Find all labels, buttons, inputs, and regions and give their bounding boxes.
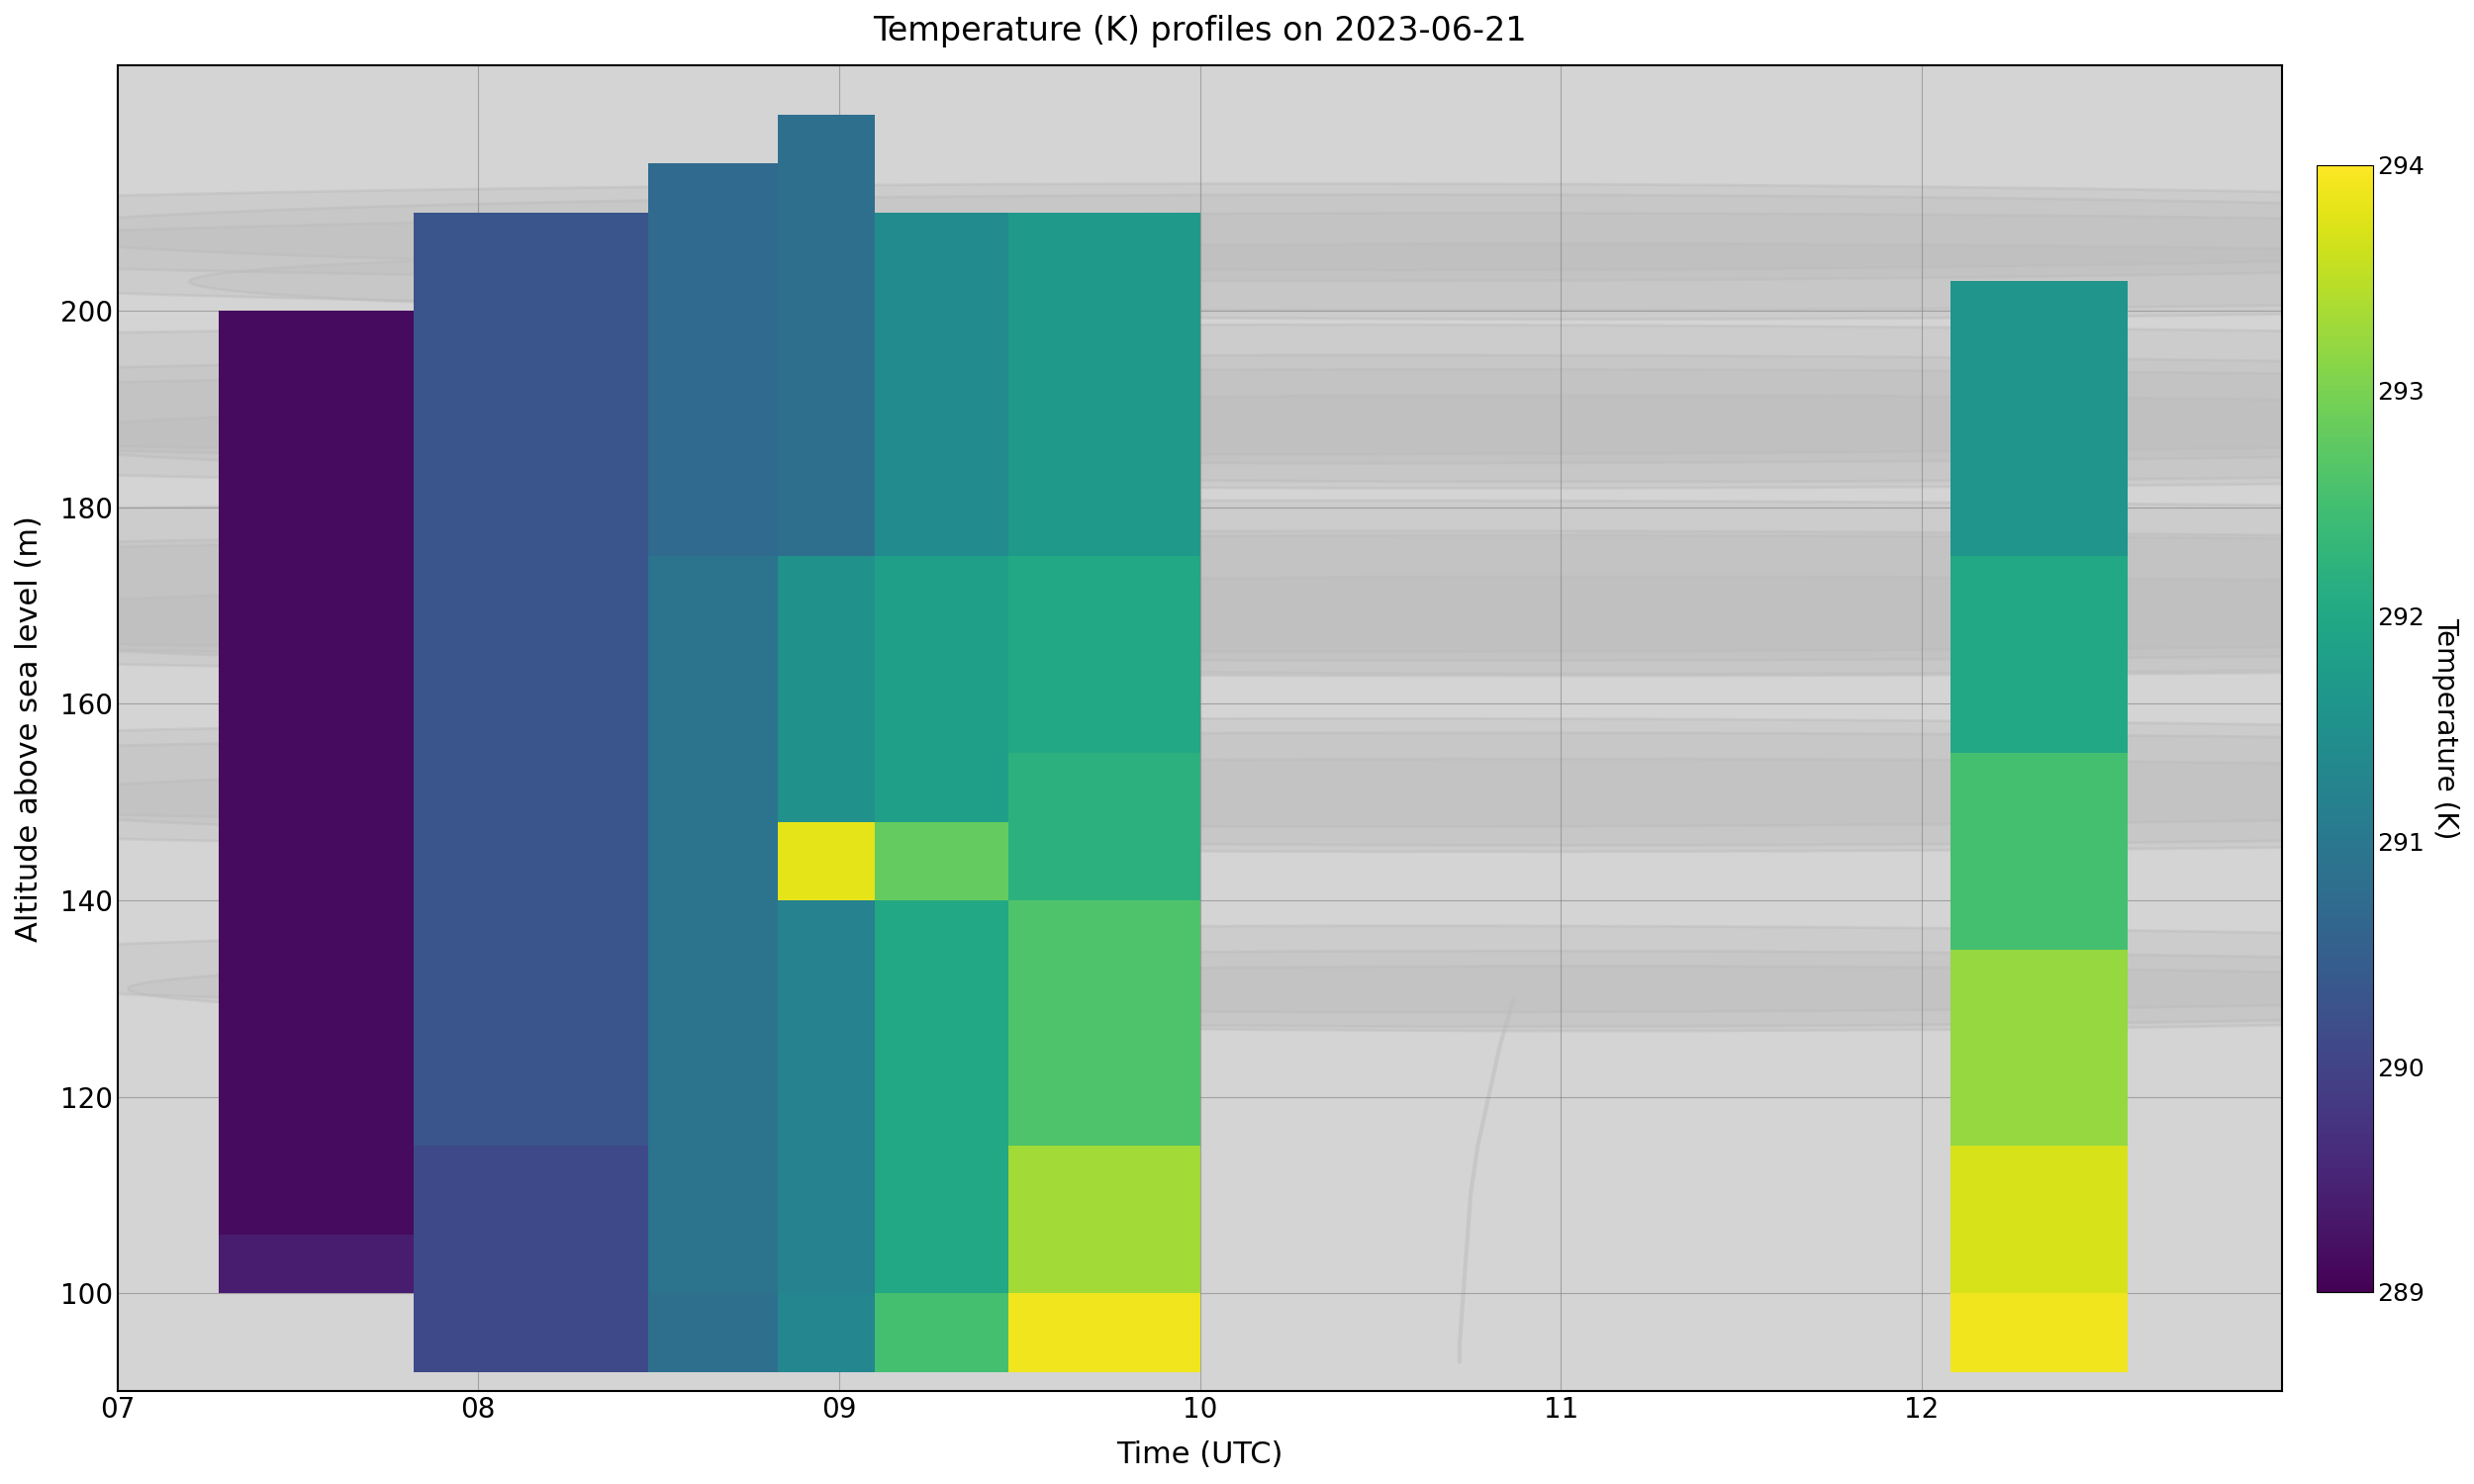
Circle shape [0, 325, 2474, 454]
Bar [777, 822, 876, 901]
Bar [777, 901, 876, 1293]
Circle shape [0, 758, 2474, 846]
Circle shape [0, 184, 2474, 280]
Bar [876, 556, 1009, 822]
Circle shape [0, 214, 2474, 310]
Circle shape [10, 194, 2474, 270]
Bar [777, 556, 876, 822]
Bar [1950, 1146, 2128, 1293]
Y-axis label: Temperature (K): Temperature (K) [2432, 617, 2459, 840]
Circle shape [0, 577, 2474, 674]
Bar [413, 1146, 648, 1371]
Bar [876, 212, 1009, 556]
Bar [876, 901, 1009, 1293]
Bar [1950, 950, 2128, 1146]
Bar [1950, 752, 2128, 950]
Circle shape [0, 355, 2474, 463]
Circle shape [0, 926, 2474, 1012]
Bar [777, 114, 876, 556]
Circle shape [129, 951, 2474, 1027]
Bar [648, 163, 777, 556]
Bar [1950, 282, 2128, 556]
Circle shape [406, 966, 2474, 1031]
Bar [1009, 752, 1200, 901]
Circle shape [0, 500, 2474, 651]
Bar [218, 310, 413, 1235]
Bar [648, 1293, 777, 1371]
Bar [648, 556, 777, 1293]
Bar [1009, 1293, 1200, 1371]
Bar [1950, 556, 2128, 752]
Bar [218, 1235, 413, 1293]
Bar [1009, 901, 1200, 1146]
Bar [777, 1293, 876, 1371]
Bar [876, 822, 1009, 901]
X-axis label: Time (UTC): Time (UTC) [1116, 1441, 1284, 1469]
Circle shape [0, 531, 2474, 660]
Bar [1950, 1293, 2128, 1371]
Title: Temperature (K) profiles on 2023-06-21: Temperature (K) profiles on 2023-06-21 [873, 15, 1526, 47]
Bar [1009, 556, 1200, 752]
Y-axis label: Altitude above sea level (m): Altitude above sea level (m) [15, 515, 45, 941]
Circle shape [0, 718, 2474, 827]
Bar [876, 1293, 1009, 1371]
Bar [1009, 212, 1200, 556]
Circle shape [190, 243, 2474, 319]
Bar [413, 212, 648, 1146]
Bar [1009, 1146, 1200, 1293]
Circle shape [0, 733, 2474, 852]
Circle shape [0, 370, 2474, 488]
Circle shape [2, 395, 2474, 482]
Circle shape [0, 536, 2474, 675]
